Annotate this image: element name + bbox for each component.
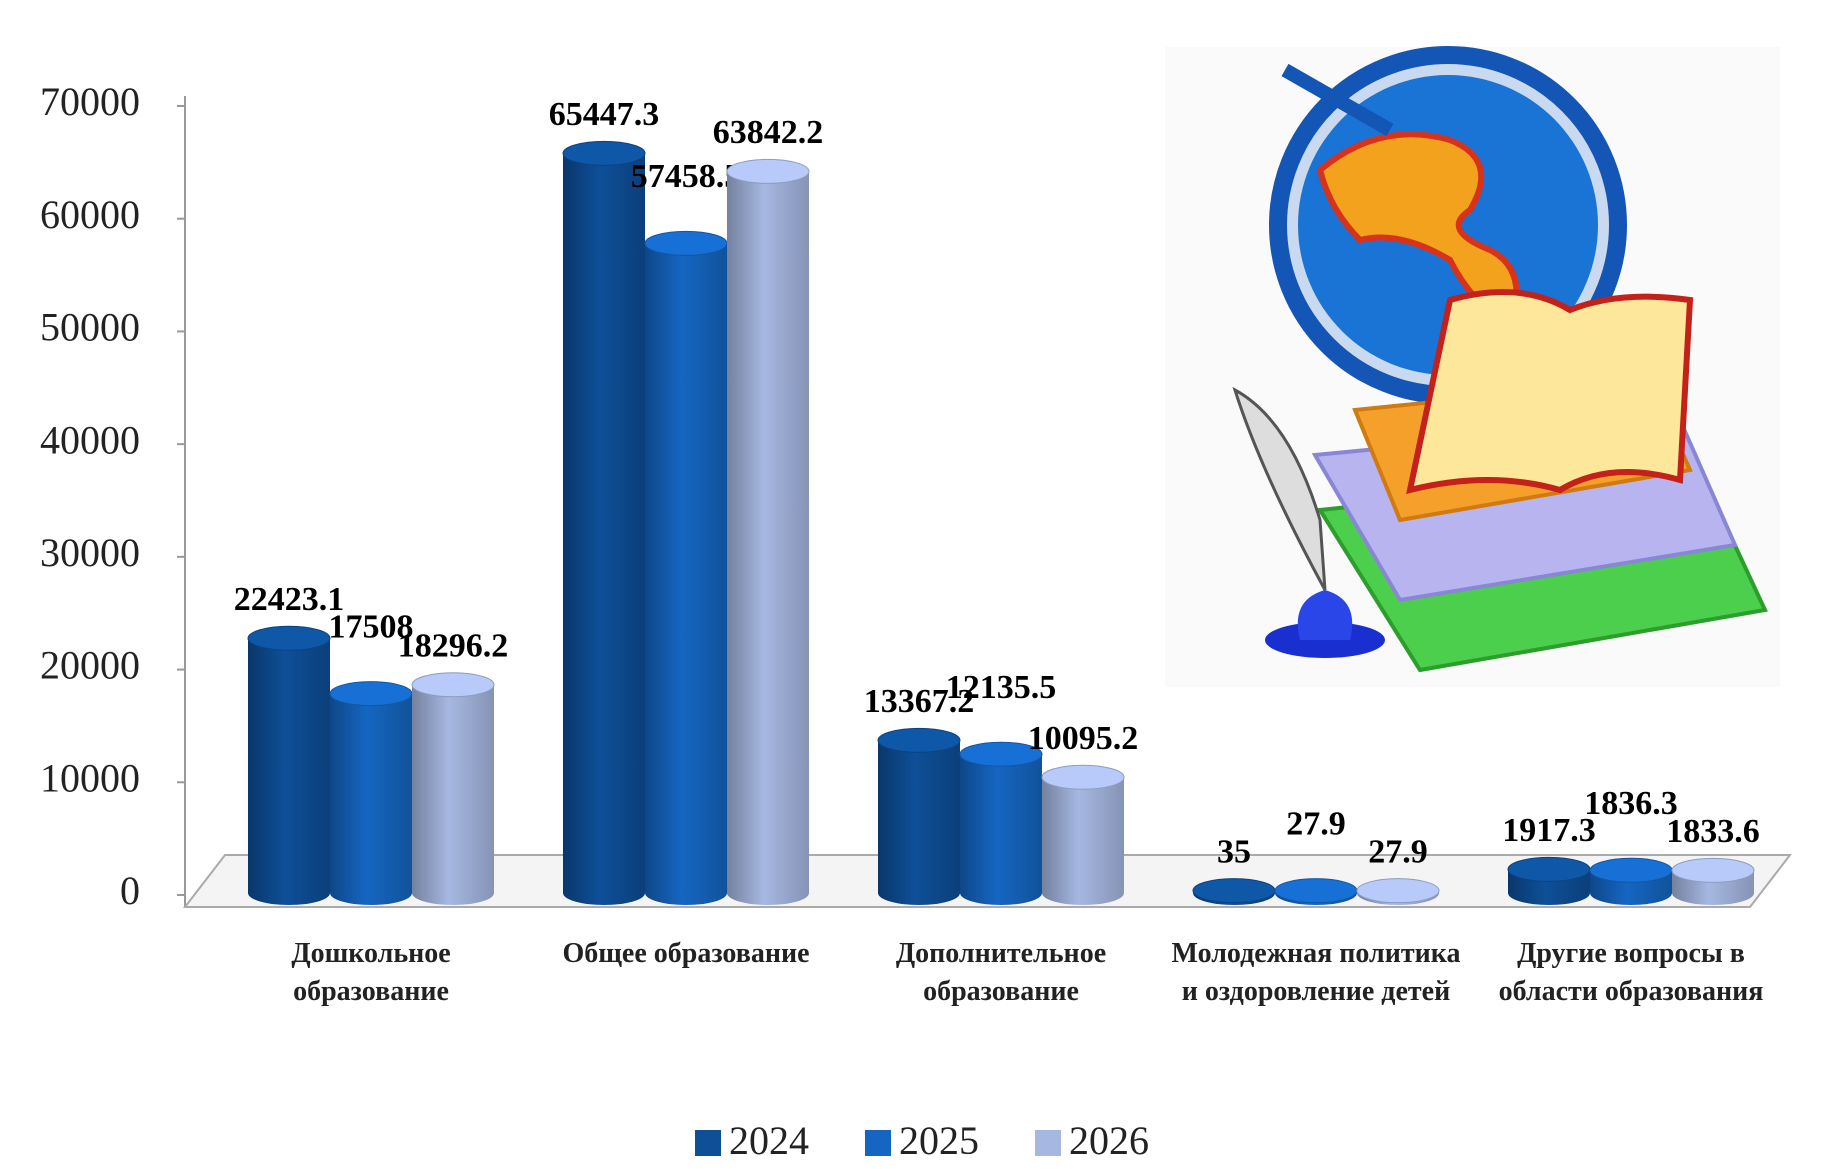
x-tick-label: Дошкольное образование — [291, 938, 451, 1007]
data-label: 35 — [1217, 833, 1251, 870]
quill — [1232, 386, 1327, 591]
legend-label: 2024 — [729, 1118, 809, 1163]
bar — [878, 740, 960, 905]
bar — [727, 171, 809, 905]
legend-label: 2025 — [899, 1118, 979, 1163]
bar-top — [959, 741, 1043, 767]
bar-top — [1671, 857, 1755, 883]
continent — [1316, 131, 1520, 335]
bar — [960, 754, 1042, 905]
bar-top — [644, 230, 728, 256]
bar-top — [411, 672, 495, 698]
bar-top — [1041, 764, 1125, 790]
y-tick-label: 60000 — [40, 192, 140, 237]
data-label: 1917.3 — [1502, 812, 1596, 849]
y-tick-label: 20000 — [40, 643, 140, 688]
data-label: 65447.3 — [549, 96, 660, 133]
data-label: 10095.2 — [1028, 720, 1139, 757]
bar-top — [562, 140, 646, 166]
y-tick-label: 50000 — [40, 305, 140, 350]
bar — [248, 638, 330, 905]
open-book — [1406, 289, 1694, 495]
bar — [330, 693, 412, 905]
data-label: 13367.2 — [864, 683, 975, 720]
y-tick-label: 70000 — [40, 79, 140, 124]
bar-top — [1192, 878, 1276, 904]
data-label: 18296.2 — [398, 628, 509, 665]
data-label: 12135.5 — [946, 669, 1057, 706]
y-tick-label: 10000 — [40, 755, 140, 800]
data-label: 1836.3 — [1584, 785, 1678, 822]
x-tick-label: Другие вопросы в области образования — [1498, 938, 1764, 1007]
bar-top — [1589, 857, 1673, 883]
bar-top — [1356, 878, 1440, 904]
x-tick-label: Общее образование — [562, 938, 810, 969]
decoration — [1165, 46, 1780, 687]
y-tick-label: 40000 — [40, 417, 140, 462]
legend-swatch — [695, 1130, 721, 1156]
legend-label: 2026 — [1069, 1118, 1149, 1163]
bar-top — [877, 727, 961, 753]
bar-top — [329, 681, 413, 707]
data-label: 22423.1 — [234, 581, 345, 618]
inkwell — [1297, 590, 1353, 640]
data-label: 57458.5 — [631, 158, 742, 195]
globe-axis — [1281, 63, 1394, 137]
legend-swatch — [865, 1130, 891, 1156]
bar — [563, 153, 645, 905]
y-tick-label: 0 — [120, 868, 140, 913]
x-tick-label: Дополнительное образование — [895, 938, 1107, 1007]
bar-top — [726, 158, 810, 184]
data-label: 1833.6 — [1666, 813, 1760, 850]
bar — [645, 243, 727, 906]
data-label: 27.9 — [1368, 833, 1428, 870]
legend-swatch — [1035, 1130, 1061, 1156]
bar — [1042, 777, 1124, 905]
data-label: 27.9 — [1286, 805, 1346, 842]
bar-top — [247, 625, 331, 651]
data-label: 63842.2 — [713, 114, 824, 151]
bar-top — [1274, 878, 1358, 904]
y-tick-label: 30000 — [40, 530, 140, 575]
data-label: 17508 — [329, 608, 414, 645]
bar — [412, 684, 494, 905]
x-tick-label: Молодежная политика и оздоровление детей — [1171, 938, 1461, 1007]
bar-top — [1507, 856, 1591, 882]
